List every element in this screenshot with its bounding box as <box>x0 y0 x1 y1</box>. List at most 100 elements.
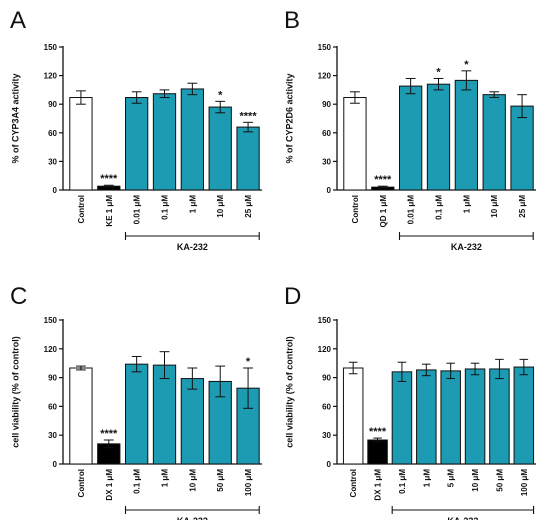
y-tick-label: 90 <box>48 100 57 109</box>
bar-6 <box>482 94 506 191</box>
y-axis-label: cell viability (% of control) <box>10 336 20 448</box>
x-category-label: 100 μM <box>520 469 529 496</box>
y-tick-label: 150 <box>318 43 332 52</box>
x-category-label: Control <box>77 469 86 497</box>
y-axis-label: cell viability (% of control) <box>284 336 294 448</box>
significance-label: * <box>246 356 251 368</box>
chart-panel-a: A % of CYP3A4 activity 0 30 60 90 120 150 Contro… <box>10 7 262 252</box>
x-category-label: 25 μM <box>244 195 253 218</box>
significance-label: **** <box>369 426 387 438</box>
y-tick-label: 120 <box>318 72 332 81</box>
chart-panel-b: B % of CYP2D6 activity 0 30 60 90 120 150 Contro… <box>284 7 536 252</box>
bar-8 <box>513 366 535 465</box>
bar-5 <box>180 378 204 465</box>
bar-4 <box>152 93 177 191</box>
x-category-label: KE 1 μM <box>105 195 114 227</box>
group-label: KA-232 <box>451 242 482 252</box>
x-category-label: 0.1 μM <box>398 469 407 494</box>
y-tick-label: 30 <box>322 157 331 166</box>
x-category-label: DX 1 μM <box>374 469 383 501</box>
x-category-label: 0.1 μM <box>133 469 142 494</box>
y-tick-label: 90 <box>322 374 331 383</box>
y-tick-label: 30 <box>48 157 57 166</box>
bar-4 <box>426 83 451 191</box>
significance-label: * <box>218 89 223 101</box>
y-tick-label: 0 <box>53 186 58 195</box>
y-tick-label: 120 <box>44 72 58 81</box>
y-tick-label: 60 <box>48 402 57 411</box>
y-tick-label: 60 <box>48 129 57 138</box>
panel-letter: D <box>284 283 301 310</box>
y-tick-label: 60 <box>322 402 331 411</box>
x-category-label: 0.01 μM <box>407 195 416 225</box>
x-category-label: 25 μM <box>518 195 527 218</box>
x-category-label: DX 1 μM <box>105 469 114 501</box>
x-category-label: 0.1 μM <box>161 195 170 220</box>
significance-label: * <box>436 66 441 78</box>
bar-1 <box>69 367 93 465</box>
bar-7 <box>510 105 534 191</box>
bar-4 <box>416 369 437 465</box>
panel-letter: C <box>10 283 27 310</box>
x-category-label: 1 μM <box>161 469 170 488</box>
x-category-label: 100 μM <box>244 469 253 496</box>
group-label: KA-232 <box>177 242 208 252</box>
x-category-label: 5 μM <box>447 469 456 488</box>
significance-label: **** <box>100 173 118 185</box>
x-category-label: 10 μM <box>471 469 480 492</box>
bar-2 <box>367 439 388 465</box>
x-category-label: Control <box>351 195 360 223</box>
x-category-label: 1 μM <box>422 469 431 488</box>
bar-5 <box>180 88 204 191</box>
bar-6 <box>208 106 232 191</box>
x-category-label: 1 μM <box>188 195 197 214</box>
y-tick-label: 120 <box>44 345 58 354</box>
bar-4 <box>152 364 177 465</box>
x-category-label: Control <box>77 195 86 223</box>
x-category-label: 0.1 μM <box>435 195 444 220</box>
x-category-label: QD 1 μM <box>379 195 388 228</box>
bar-5 <box>440 370 461 465</box>
y-tick-label: 30 <box>48 431 57 440</box>
significance-label: **** <box>374 174 392 186</box>
bar-1 <box>69 97 93 191</box>
x-category-label: 10 μM <box>216 195 225 218</box>
y-tick-label: 0 <box>53 460 58 469</box>
bar-5 <box>454 79 479 191</box>
bar-1 <box>342 367 364 465</box>
y-tick-label: 0 <box>327 460 332 469</box>
group-label: KA-232 <box>447 516 478 520</box>
y-tick-label: 90 <box>322 100 331 109</box>
y-axis-label: % of CYP2D6 activity <box>284 73 294 163</box>
bar-1 <box>343 97 367 191</box>
panel-letter: A <box>10 7 26 34</box>
bar-3 <box>399 85 423 191</box>
x-category-label: 50 μM <box>495 469 504 492</box>
x-category-label: 10 μM <box>490 195 499 218</box>
group-label: KA-232 <box>177 516 208 520</box>
y-tick-label: 150 <box>318 316 332 325</box>
x-category-label: 50 μM <box>216 469 225 492</box>
significance-label: **** <box>100 428 118 440</box>
bar-7 <box>236 126 260 191</box>
y-tick-label: 0 <box>327 186 332 195</box>
bar-7 <box>489 368 510 465</box>
x-category-label: 0.01 μM <box>133 195 142 225</box>
x-category-label: Control <box>349 469 358 497</box>
y-tick-label: 150 <box>44 43 58 52</box>
bar-6 <box>464 368 486 465</box>
x-category-label: 1 μM <box>462 195 471 214</box>
bar-3 <box>391 371 413 465</box>
significance-label: * <box>464 59 469 71</box>
y-tick-label: 150 <box>44 316 58 325</box>
y-axis-label: % of CYP3A4 activity <box>10 73 20 163</box>
y-tick-label: 120 <box>318 345 332 354</box>
y-tick-label: 60 <box>322 129 331 138</box>
panel-letter: B <box>284 7 300 34</box>
bar-3 <box>125 363 149 465</box>
x-category-label: 10 μM <box>188 469 197 492</box>
y-tick-label: 30 <box>322 431 331 440</box>
